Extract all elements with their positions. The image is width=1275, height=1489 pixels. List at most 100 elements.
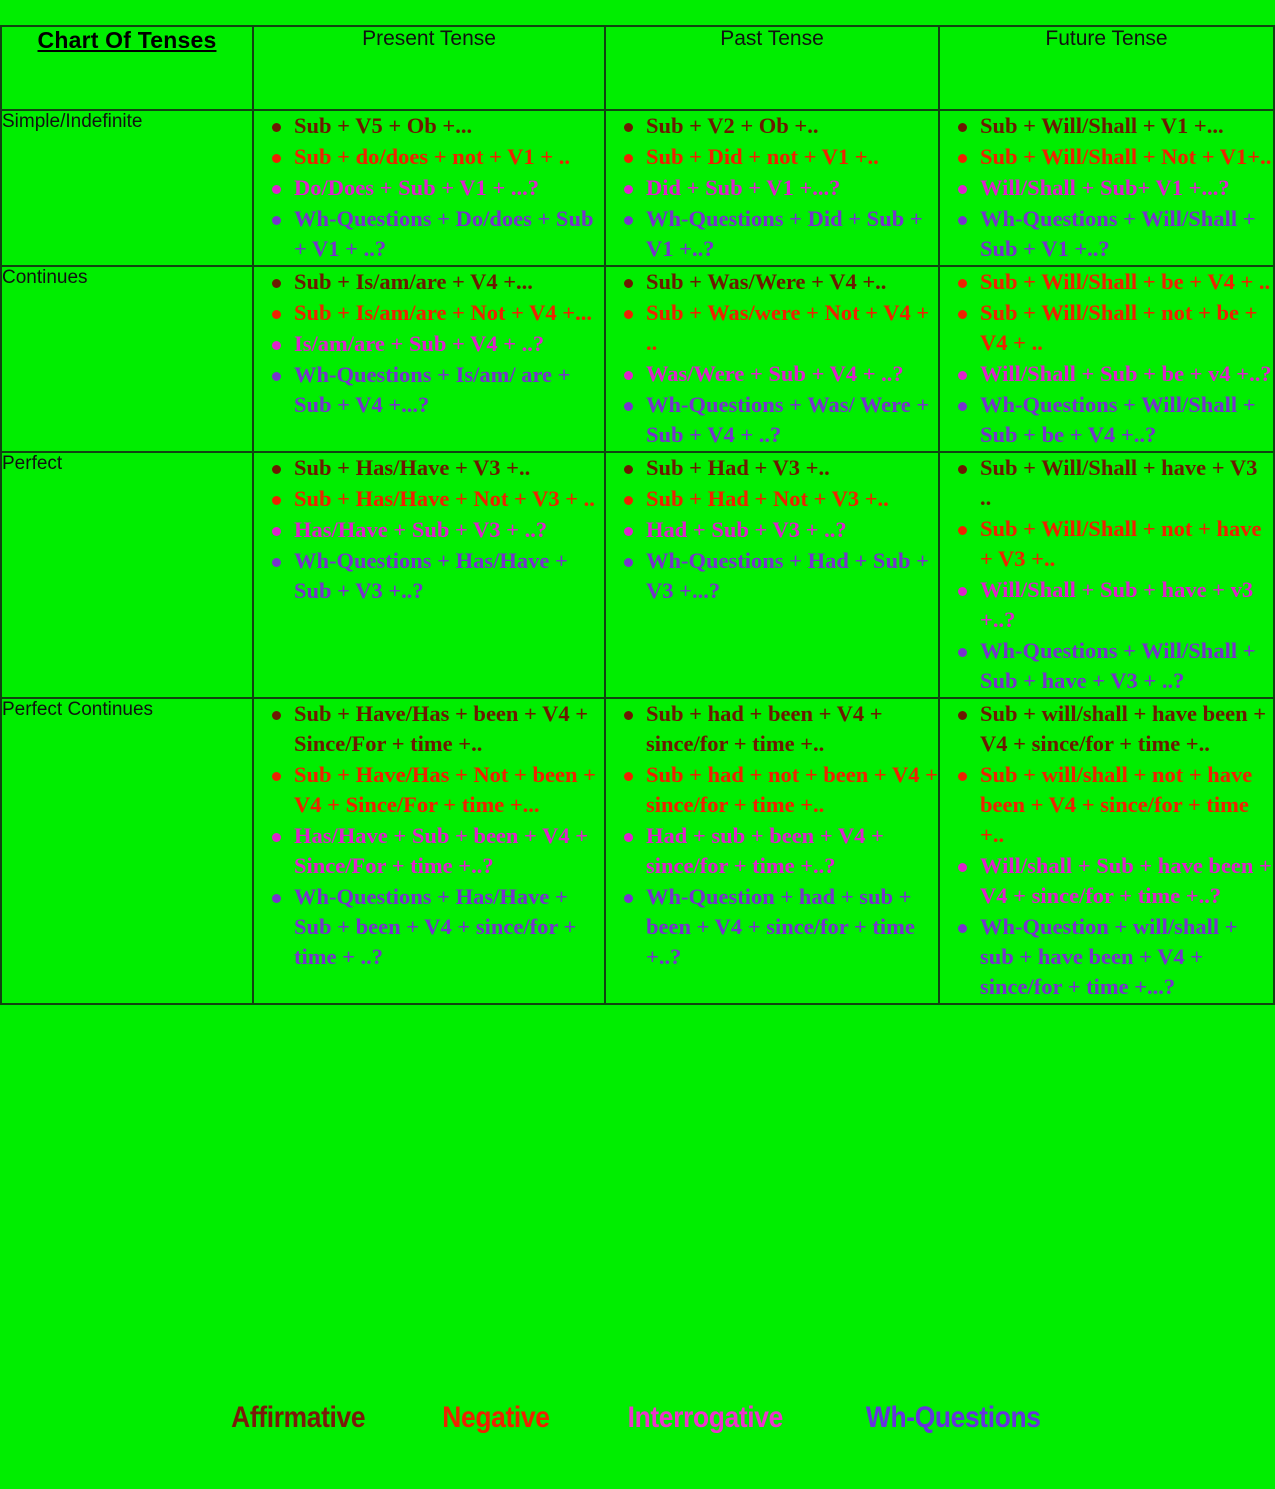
table-row: Simple/Indefinite Sub + V5 + Ob +... Sub… [0, 109, 1275, 267]
cell-perfect-past: Sub + Had + V3 +.. Sub + Had + Not + V3 … [604, 451, 940, 699]
formula-item-wh-question: Wh-Questions + Has/Have + Sub + been + V… [254, 882, 604, 972]
formula-list: Sub + Is/am/are + V4 +... Sub + Is/am/ar… [254, 267, 604, 420]
formula-item-interrogative: Has/Have + Sub + V3 + ..? [254, 515, 604, 545]
formula-item-wh-question: Wh-Questions + Was/ Were + Sub + V4 + ..… [606, 390, 938, 450]
row-label-cell-perfect: Perfect [0, 451, 254, 699]
formula-list: Sub + Have/Has + been + V4 + Since/For +… [254, 699, 604, 972]
column-header-label: Past Tense [720, 27, 824, 50]
formula-item-interrogative: Was/Were + Sub + V4 + ..? [606, 359, 938, 389]
formula-item-wh-question: Wh-Questions + Will/Shall + Sub + be + V… [940, 390, 1273, 450]
chart-title-cell: Chart Of Tenses [0, 25, 254, 111]
formula-item-negative: Sub + Have/Has + Not + been + V4 + Since… [254, 760, 604, 820]
cell-continues-past: Sub + Was/Were + V4 +.. Sub + Was/were +… [604, 265, 940, 453]
cell-perfect-future: Sub + Will/Shall + have + V3 .. Sub + Wi… [938, 451, 1275, 699]
formula-list: Sub + Will/Shall + have + V3 .. Sub + Wi… [940, 453, 1273, 696]
formula-item-affirmative: Sub + Will/Shall + V1 +... [940, 111, 1273, 141]
table-header-row: Chart Of Tenses Present Tense Past Tense… [0, 25, 1275, 111]
cell-simple-future: Sub + Will/Shall + V1 +... Sub + Will/Sh… [938, 109, 1275, 267]
formula-item-interrogative: Will/Shall + Sub + have + v3 +..? [940, 575, 1273, 635]
formula-item-wh-question: Wh-Questions + Did + Sub + V1 +..? [606, 204, 938, 264]
column-header-label: Present Tense [362, 27, 496, 50]
cell-perfect-continues-present: Sub + Have/Has + been + V4 + Since/For +… [252, 697, 606, 1005]
cell-perfect-continues-past: Sub + had + been + V4 + since/for + time… [604, 697, 940, 1005]
formula-item-wh-question: Wh-Questions + Has/Have + Sub + V3 +..? [254, 546, 604, 606]
formula-item-wh-question: Wh-Questions + Do/does + Sub + V1 + ..? [254, 204, 604, 264]
formula-list: Sub + had + been + V4 + since/for + time… [606, 699, 938, 972]
cell-simple-present: Sub + V5 + Ob +... Sub + do/does + not +… [252, 109, 606, 267]
column-header-label: Future Tense [1045, 27, 1168, 50]
formula-item-interrogative: Will/Shall + Sub+ V1 +...? [940, 173, 1273, 203]
formula-list: Sub + Was/Were + V4 +.. Sub + Was/were +… [606, 267, 938, 450]
formula-item-wh-question: Wh-Questions + Will/Shall + Sub + V1 +..… [940, 204, 1273, 264]
column-header-past: Past Tense [604, 25, 940, 111]
formula-item-negative: Sub + Will/Shall + not + have + V3 +.. [940, 514, 1273, 574]
formula-item-interrogative: Had + sub + been + V4 + since/for + time… [606, 821, 938, 881]
table-row: Perfect Continues Sub + Have/Has + been … [0, 697, 1275, 1005]
formula-list: Sub + Will/Shall + be + V4 + .. Sub + Wi… [940, 267, 1273, 450]
formula-item-negative: Sub + do/does + not + V1 + .. [254, 142, 604, 172]
row-label-cell-simple: Simple/Indefinite [0, 109, 254, 267]
row-label-cell-continues: Continues [0, 265, 254, 453]
row-label-cell-perfect-continues: Perfect Continues [0, 697, 254, 1005]
formula-item-negative: Sub + Did + not + V1 +.. [606, 142, 938, 172]
legend-item-wh-questions: Wh-Questions [866, 1401, 1041, 1434]
formula-item-wh-question: Wh-Question + will/shall + sub + have be… [940, 912, 1273, 1002]
cell-perfect-present: Sub + Has/Have + V3 +.. Sub + Has/Have +… [252, 451, 606, 699]
row-label: Simple/Indefinite [2, 111, 143, 132]
legend-item-negative: Negative [442, 1401, 550, 1434]
formula-item-negative: Sub + Will/Shall + not + be + V4 + .. [940, 298, 1273, 358]
formula-item-wh-question: Wh-Questions + Is/am/ are + Sub + V4 +..… [254, 360, 604, 420]
formula-item-affirmative: Sub + Will/Shall + have + V3 .. [940, 453, 1273, 513]
formula-item-negative: Sub + Has/Have + Not + V3 + .. [254, 484, 604, 514]
formula-item-negative: Sub + will/shall + not + have been + V4 … [940, 760, 1273, 850]
formula-item-affirmative: Sub + Is/am/are + V4 +... [254, 267, 604, 297]
formula-item-wh-question: Wh-Questions + Will/Shall + Sub + have +… [940, 636, 1273, 696]
formula-item-interrogative: Has/Have + Sub + been + V4 + Since/For +… [254, 821, 604, 881]
formula-item-negative: Sub + had + not + been + V4 + since/for … [606, 760, 938, 820]
table-row: Perfect Sub + Has/Have + V3 +.. Sub + Ha… [0, 451, 1275, 699]
formula-item-affirmative: Sub + had + been + V4 + since/for + time… [606, 699, 938, 759]
color-legend: Affirmative Negative Interrogative Wh-Qu… [0, 1401, 1275, 1435]
formula-item-affirmative: Sub + Has/Have + V3 +.. [254, 453, 604, 483]
table-row: Continues Sub + Is/am/are + V4 +... Sub … [0, 265, 1275, 453]
cell-perfect-continues-future: Sub + will/shall + have been + V4 + sinc… [938, 697, 1275, 1005]
cell-continues-future: Sub + Will/Shall + be + V4 + .. Sub + Wi… [938, 265, 1275, 453]
formula-item-affirmative: Sub + V2 + Ob +.. [606, 111, 938, 141]
cell-continues-present: Sub + Is/am/are + V4 +... Sub + Is/am/ar… [252, 265, 606, 453]
formula-list: Sub + V2 + Ob +.. Sub + Did + not + V1 +… [606, 111, 938, 264]
formula-list: Sub + Will/Shall + V1 +... Sub + Will/Sh… [940, 111, 1273, 264]
formula-item-affirmative: Sub + V5 + Ob +... [254, 111, 604, 141]
row-label: Perfect Continues [2, 699, 154, 720]
legend-item-interrogative: Interrogative [627, 1401, 784, 1434]
tenses-table-body: Chart Of Tenses Present Tense Past Tense… [0, 25, 1275, 1005]
legend-item-affirmative: Affirmative [231, 1401, 366, 1434]
formula-item-affirmative: Sub + Will/Shall + be + V4 + .. [940, 267, 1273, 297]
formula-item-wh-question: Wh-Questions + Had + Sub + V3 +...? [606, 546, 938, 606]
formula-item-interrogative: Had + Sub + V3 + ..? [606, 515, 938, 545]
formula-item-interrogative: Did + Sub + V1 +...? [606, 173, 938, 203]
formula-item-affirmative: Sub + will/shall + have been + V4 + sinc… [940, 699, 1273, 759]
formula-list: Sub + Has/Have + V3 +.. Sub + Has/Have +… [254, 453, 604, 606]
formula-item-interrogative: Will/shall + Sub + have been + V4 + sinc… [940, 851, 1273, 911]
page-title: Chart Of Tenses [37, 27, 217, 53]
formula-item-interrogative: Is/am/are + Sub + V4 + ..? [254, 329, 604, 359]
formula-item-interrogative: Will/Shall + Sub + be + v4 +..? [940, 359, 1273, 389]
tenses-chart-page: Chart Of Tenses Present Tense Past Tense… [0, 25, 1275, 1489]
formula-item-wh-question: Wh-Question + had + sub + been + V4 + si… [606, 882, 938, 972]
formula-list: Sub + V5 + Ob +... Sub + do/does + not +… [254, 111, 604, 264]
formula-item-affirmative: Sub + Had + V3 +.. [606, 453, 938, 483]
formula-item-negative: Sub + Is/am/are + Not + V4 +... [254, 298, 604, 328]
tenses-table: Chart Of Tenses Present Tense Past Tense… [0, 25, 1275, 1005]
formula-item-interrogative: Do/Does + Sub + V1 + ...? [254, 173, 604, 203]
formula-item-negative: Sub + Was/were + Not + V4 + .. [606, 298, 938, 358]
column-header-future: Future Tense [938, 25, 1275, 111]
column-header-present: Present Tense [252, 25, 606, 111]
row-label: Perfect [2, 453, 63, 474]
formula-item-affirmative: Sub + Have/Has + been + V4 + Since/For +… [254, 699, 604, 759]
formula-item-affirmative: Sub + Was/Were + V4 +.. [606, 267, 938, 297]
row-label: Continues [2, 267, 88, 288]
formula-item-negative: Sub + Will/Shall + Not + V1+.. [940, 142, 1273, 172]
formula-list: Sub + Had + V3 +.. Sub + Had + Not + V3 … [606, 453, 938, 606]
formula-list: Sub + will/shall + have been + V4 + sinc… [940, 699, 1273, 1002]
formula-item-negative: Sub + Had + Not + V3 +.. [606, 484, 938, 514]
